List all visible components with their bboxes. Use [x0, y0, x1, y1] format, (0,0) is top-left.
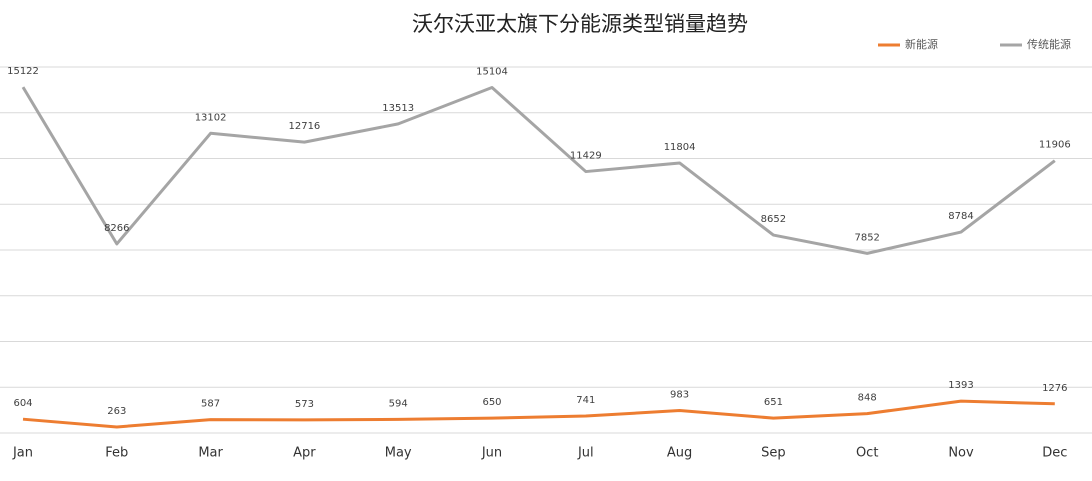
x-tick-label: Dec	[1042, 446, 1067, 461]
data-label: 594	[389, 398, 408, 409]
x-tick-label: May	[385, 446, 412, 461]
x-tick-label: Sep	[761, 446, 786, 461]
x-tick-label: Oct	[856, 446, 878, 461]
series-line	[22, 399, 1055, 429]
data-label: 12716	[288, 121, 320, 132]
data-label: 8784	[948, 211, 973, 222]
data-label: 15122	[7, 66, 39, 77]
x-tick-label: Apr	[293, 446, 316, 461]
data-label: 11429	[570, 151, 602, 162]
x-tick-label: Nov	[948, 446, 974, 461]
data-label: 263	[107, 406, 126, 417]
series-line	[21, 85, 1056, 255]
legend-label: 新能源	[905, 37, 938, 51]
data-label: 13102	[195, 112, 227, 123]
data-label: 11804	[664, 142, 696, 153]
data-label: 11906	[1039, 140, 1071, 151]
data-label: 7852	[854, 232, 879, 243]
x-tick-label: Mar	[198, 446, 223, 461]
data-label: 1276	[1042, 383, 1067, 394]
x-tick-label: Jun	[481, 446, 502, 461]
data-label: 604	[13, 398, 32, 409]
data-label: 573	[295, 399, 314, 410]
data-label: 15104	[476, 66, 508, 77]
data-label: 1393	[948, 380, 973, 391]
data-label: 741	[576, 395, 595, 406]
data-label: 8652	[761, 214, 786, 225]
x-tick-label: Jul	[577, 446, 594, 461]
data-label: 587	[201, 399, 220, 410]
data-label: 13513	[382, 103, 414, 114]
data-label: 8266	[104, 223, 129, 234]
x-tick-label: Aug	[667, 446, 692, 461]
data-label: 848	[858, 393, 877, 404]
chart-title: 沃尔沃亚太旗下分能源类型销量趋势	[412, 12, 748, 36]
data-label: 651	[764, 397, 783, 408]
x-tick-label: Feb	[105, 446, 128, 461]
data-label: 650	[482, 397, 501, 408]
data-label: 983	[670, 390, 689, 401]
x-tick-label: Jan	[12, 446, 33, 461]
legend-label: 传统能源	[1027, 37, 1071, 51]
